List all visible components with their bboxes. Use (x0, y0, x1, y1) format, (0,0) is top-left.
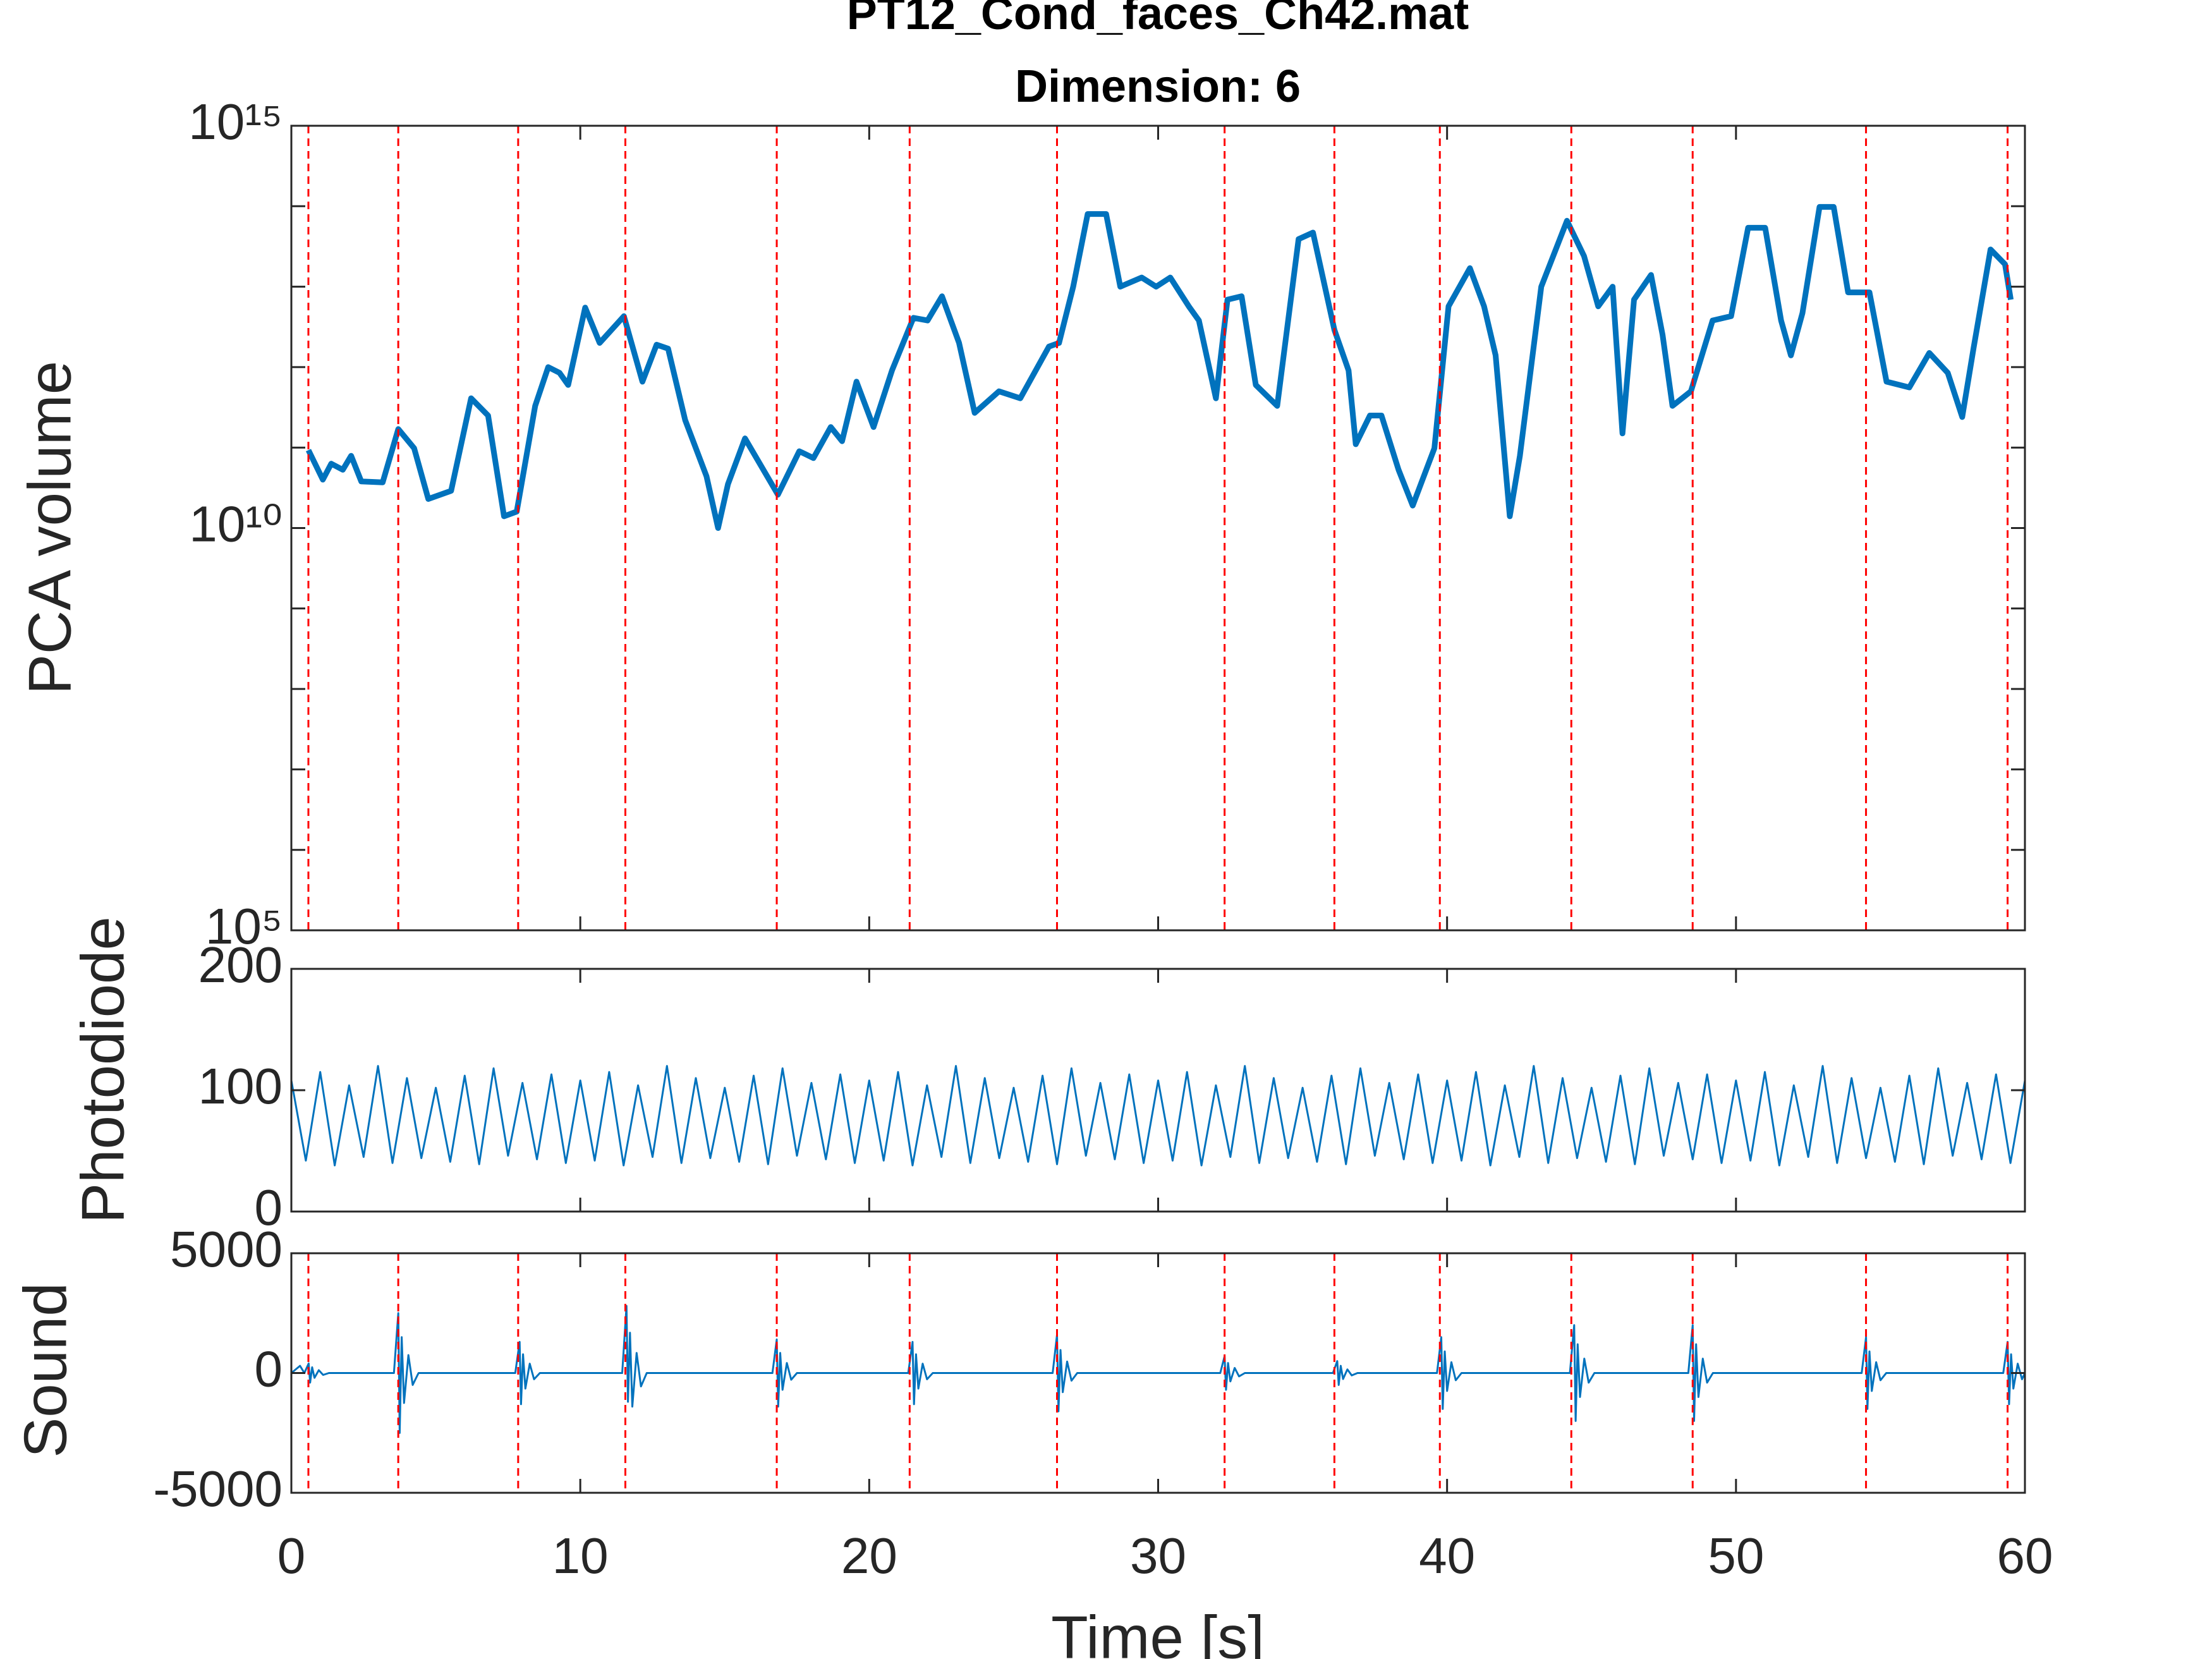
y-axis-label: Photodiode (69, 916, 137, 1224)
y-tick-label: 0 (255, 1179, 283, 1236)
y-tick-label: 5000 (170, 1221, 283, 1277)
y-tick-label: 200 (198, 937, 283, 993)
y-tick-label: 10⁵ (205, 898, 283, 954)
x-tick-label: 50 (1708, 1528, 1764, 1584)
x-tick-label: 60 (1997, 1528, 2053, 1584)
x-tick-label: 30 (1130, 1528, 1186, 1584)
chart-title: PT12_Cond_faces_Ch42.mat (847, 0, 1469, 39)
y-tick-label: 10¹⁵ (188, 94, 283, 150)
data-line (290, 1065, 2026, 1167)
x-tick-label: 10 (552, 1528, 609, 1584)
data-line (305, 204, 2014, 531)
y-tick-label: 100 (198, 1058, 283, 1114)
x-axis-label: Time [s] (1051, 1603, 1265, 1659)
y-tick-label: -5000 (153, 1461, 283, 1517)
x-tick-label: 40 (1419, 1528, 1475, 1584)
y-tick-label: 10¹⁰ (189, 496, 283, 552)
y-axis-label: Sound (11, 1282, 79, 1458)
x-tick-label: 20 (841, 1528, 897, 1584)
y-tick-label: 0 (255, 1341, 283, 1397)
chart-subtitle: Dimension: 6 (1015, 61, 1301, 112)
y-axis-label: PCA volume (16, 361, 83, 695)
x-tick-label: 0 (277, 1528, 306, 1584)
